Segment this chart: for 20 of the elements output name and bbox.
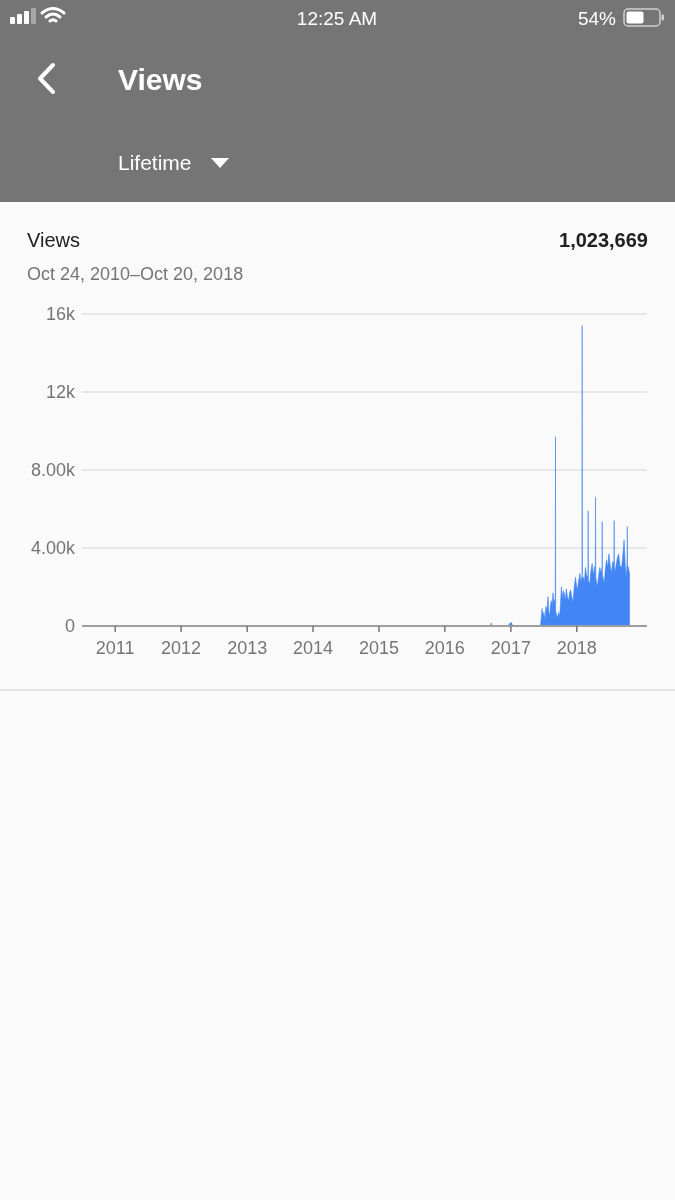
x-tick-label: 2011: [95, 638, 135, 658]
text: 54%: [577, 8, 617, 29]
chart-title: Views: [27, 229, 80, 251]
text: Views: [118, 63, 203, 96]
x-tick-label: 2016: [424, 638, 465, 658]
y-tick-label: 8.00k: [30, 460, 76, 481]
x-tick-label: 2012: [161, 638, 202, 658]
x-tick-label: 2015: [358, 638, 399, 658]
x-tick-label: 2014: [293, 638, 334, 658]
x-tick-label: 2018: [556, 638, 597, 658]
text: Lifetime: [118, 151, 192, 174]
y-tick-label: 4.00k: [30, 538, 76, 559]
y-tick-label: 16k: [45, 304, 76, 325]
text: 1,023,669: [559, 229, 648, 251]
x-tick-label: 2017: [490, 638, 531, 658]
chart-subtitle: Oct 24, 2010–Oct 20, 2018: [27, 264, 244, 284]
y-tick-label: 0: [64, 616, 75, 637]
x-tick-label: 2013: [227, 638, 268, 658]
y-tick-label: 12k: [45, 382, 76, 403]
text: 12:25 AM: [296, 8, 378, 29]
